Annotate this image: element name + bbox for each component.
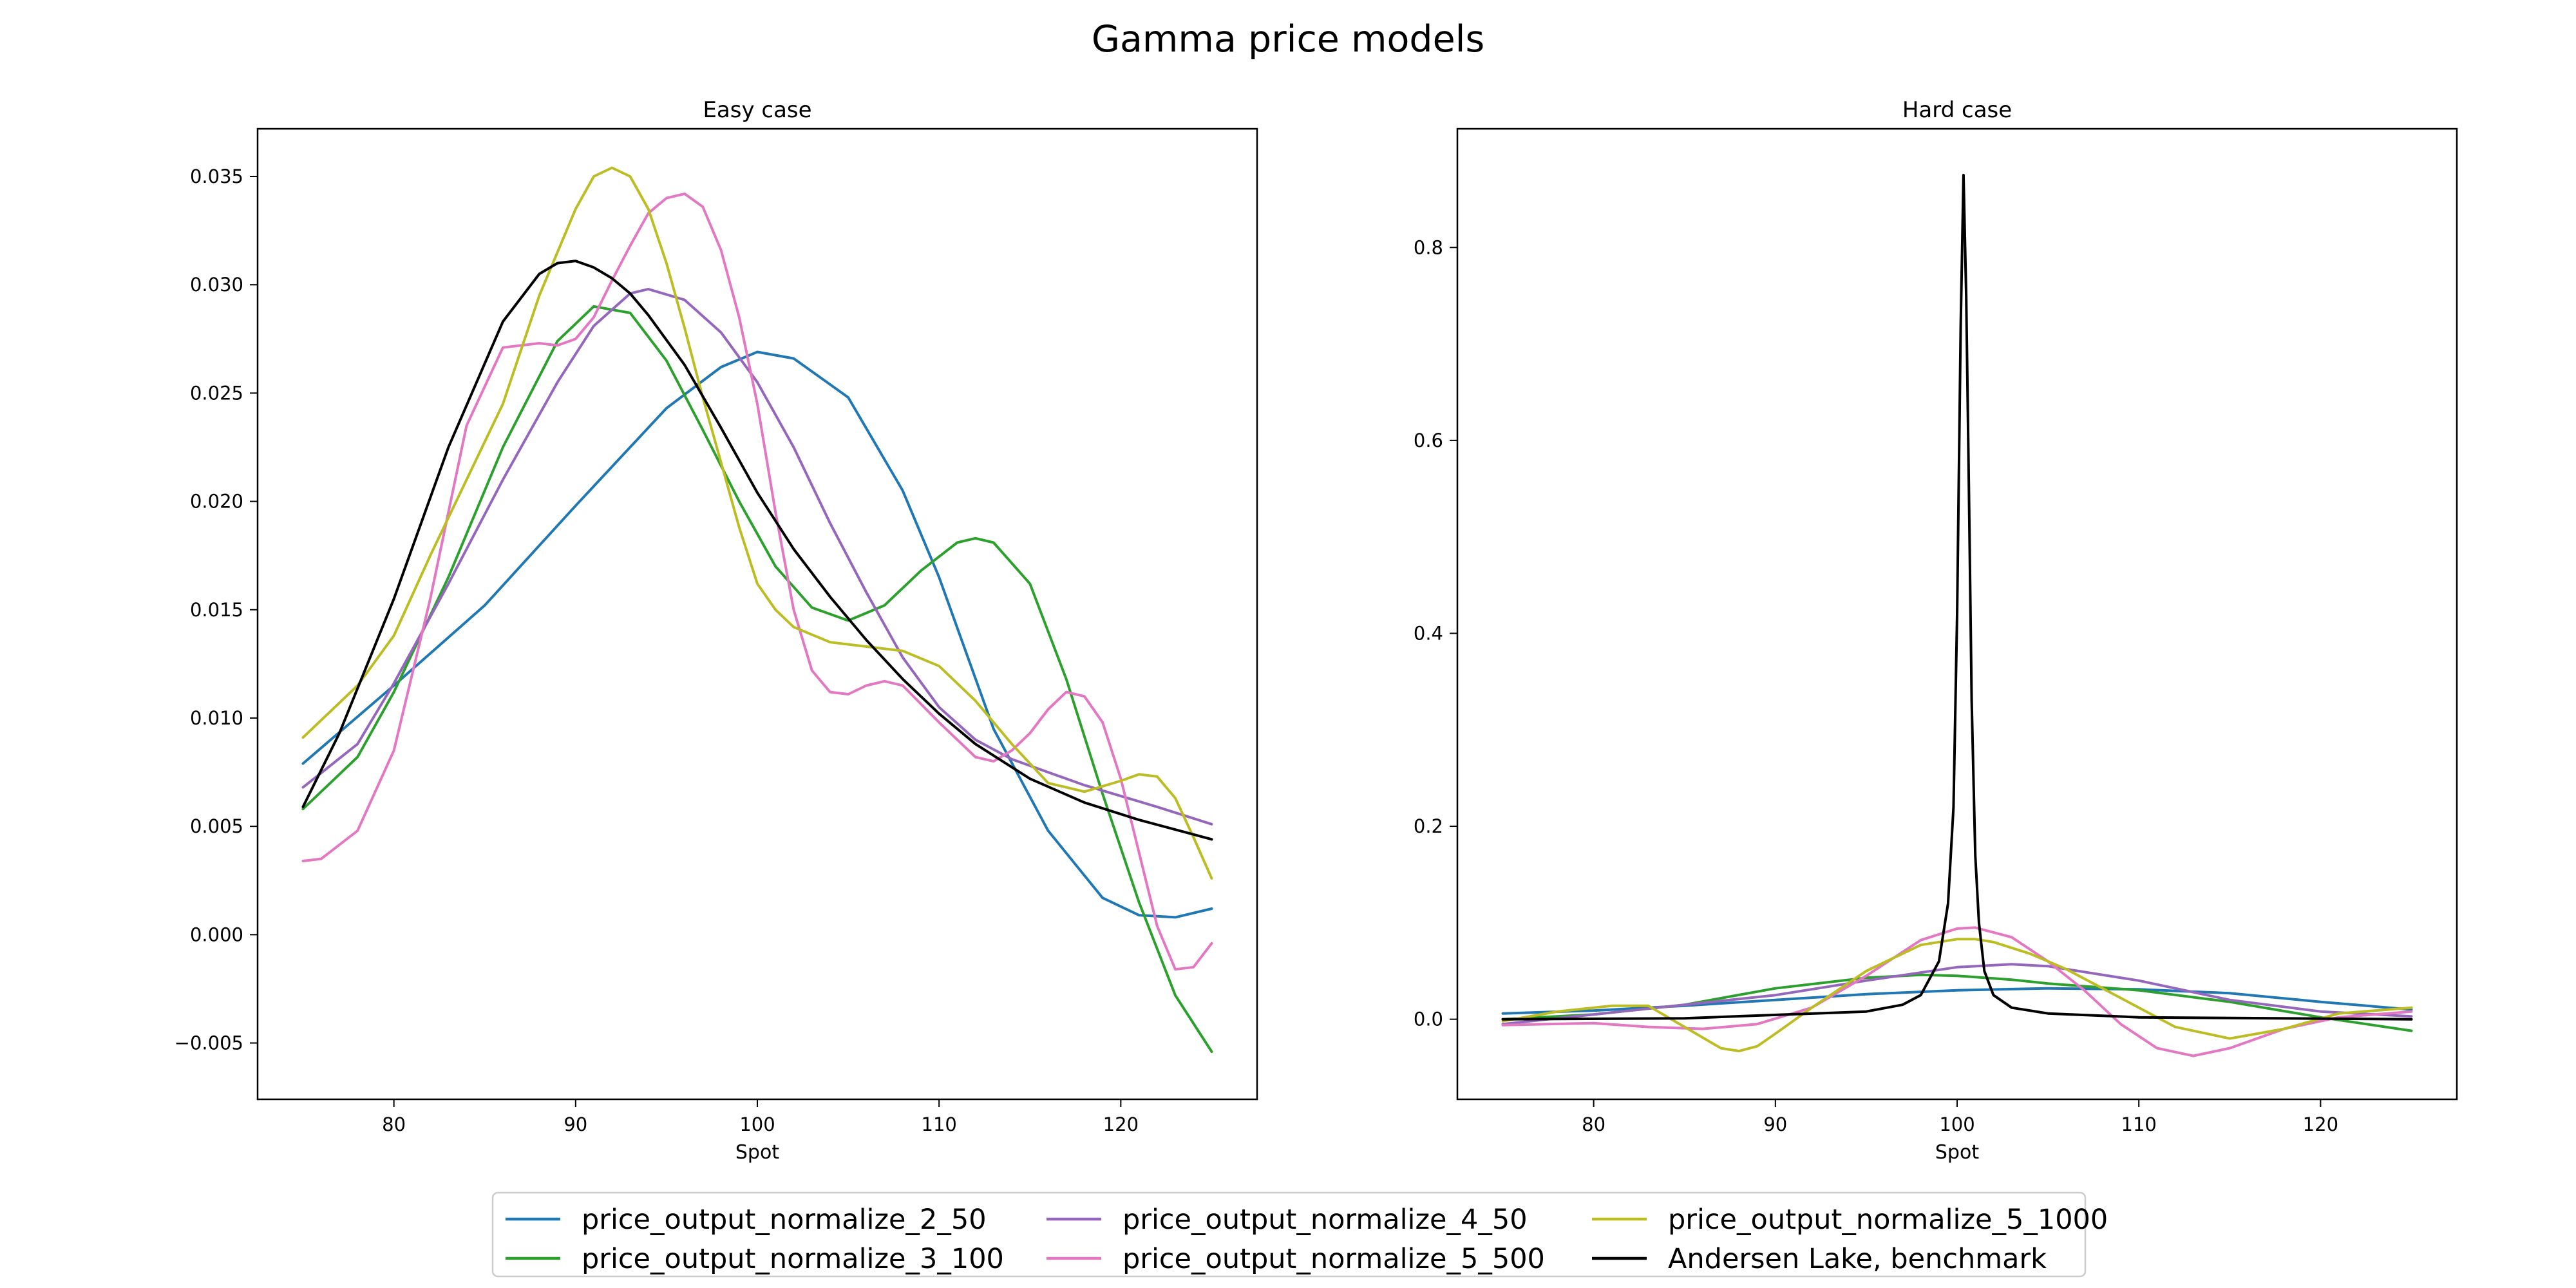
legend: price_output_normalize_2_50 price_output_… (491, 1191, 2108, 1278)
legend-label-price-output-normalize-5-500: price_output_normalize_5_500 (1122, 1243, 1545, 1275)
legend-label-price-output-normalize-2-50: price_output_normalize_2_50 (582, 1204, 987, 1236)
easy-xtick-label-110: 110 (922, 1113, 957, 1135)
hard-ytick-label-0: 0.0 (1414, 1009, 1443, 1030)
hard-chart-title: Hard case (1902, 97, 2012, 123)
easy-ytick-label-0: −0.005 (175, 1032, 243, 1054)
legend-label-price-output-normalize-4-50: price_output_normalize_4_50 (1122, 1204, 1528, 1236)
easy-series-price-output-normalize-4-50 (301, 287, 1213, 826)
easy-series-price-output-normalize-3-100 (301, 305, 1213, 1053)
hard-xtick-label-90: 90 (1763, 1113, 1787, 1135)
easy-ytick-label-2: 0.005 (190, 815, 243, 837)
legend-label-price-output-normalize-3-100: price_output_normalize_3_100 (582, 1243, 1004, 1275)
hard-series-price-output-normalize-5-500 (1501, 926, 2413, 1057)
easy-ytick-label-7: 0.030 (190, 274, 243, 296)
easy-series-price-output-normalize-2-50 (301, 350, 1213, 919)
legend-label-andersen-lake-benchmark: Andersen Lake, benchmark (1668, 1243, 2047, 1275)
easy-xtick-label-100: 100 (739, 1113, 775, 1135)
hard-xtick-label-100: 100 (1939, 1113, 1975, 1135)
easy-chart-title: Easy case (703, 97, 811, 123)
easy-series-group (301, 166, 1213, 1053)
hard-ytick-label-3: 0.6 (1414, 430, 1443, 451)
easy-series-price-output-normalize-5-500 (301, 192, 1213, 971)
hard-ytick-label-1: 0.2 (1414, 815, 1443, 837)
easy-ytick-label-1: 0.000 (190, 923, 243, 945)
easy-series-price-output-normalize-5-1000 (301, 166, 1213, 880)
hard-series-andersen-lake-benchmark (1501, 173, 2413, 1021)
easy-ytick-label-3: 0.010 (190, 707, 243, 729)
easy-xtick-label-90: 90 (564, 1113, 587, 1135)
easy-ytick-label-6: 0.025 (190, 382, 243, 404)
easy-x-axis-label: Spot (735, 1141, 779, 1164)
figure-title: Gamma price models (1092, 18, 1484, 61)
hard-case-axes: Hard case 80 90 100 110 120 0.0 0.2 0.4 0.6 0.8 Spo… (1414, 97, 2458, 1164)
easy-xtick-label-80: 80 (382, 1113, 406, 1135)
hard-xtick-label-120: 120 (2303, 1113, 2338, 1135)
easy-xtick-label-120: 120 (1103, 1113, 1139, 1135)
easy-series-andersen-lake-benchmark (301, 260, 1213, 841)
hard-series-group (1501, 173, 2413, 1057)
hard-series-price-output-normalize-5-1000 (1501, 938, 2413, 1053)
legend-box (491, 1191, 2087, 1278)
easy-ytick-label-4: 0.015 (190, 599, 243, 621)
easy-case-axes: Easy case 80 90 100 110 120 −0.005 0.000 0.005 0.… (175, 97, 1258, 1164)
easy-ytick-label-8: 0.035 (190, 166, 243, 187)
hard-xtick-label-110: 110 (2121, 1113, 2157, 1135)
hard-xtick-label-80: 80 (1582, 1113, 1605, 1135)
easy-ytick-label-5: 0.020 (190, 491, 243, 513)
legend-label-price-output-normalize-5-1000: price_output_normalize_5_1000 (1668, 1204, 2108, 1236)
legend-items: price_output_normalize_2_50 price_output_… (506, 1204, 2108, 1275)
hard-ytick-label-2: 0.4 (1414, 622, 1443, 644)
hard-x-axis-label: Spot (1935, 1141, 1979, 1164)
hard-ytick-label-4: 0.8 (1414, 236, 1443, 258)
